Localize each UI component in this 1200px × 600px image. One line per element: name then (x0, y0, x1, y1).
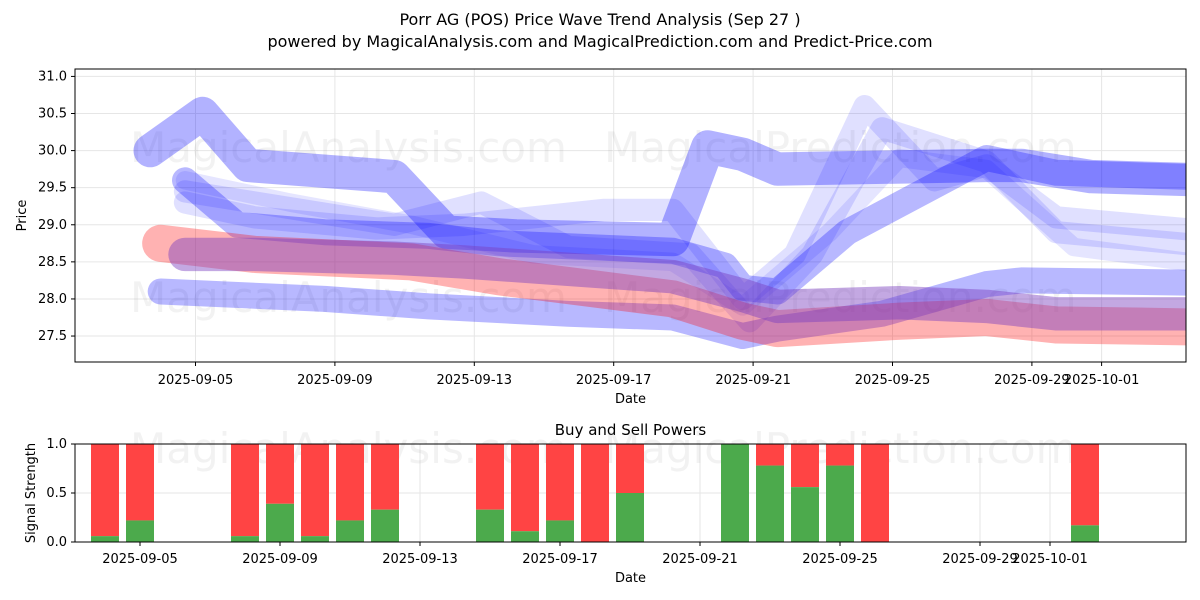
price-y-axis-label: Price (15, 200, 30, 232)
sell-power-bar (1071, 444, 1099, 526)
price-band-blue-wave-fade-1 (173, 94, 1186, 311)
price-y-tick-label: 28.5 (38, 255, 67, 270)
buy-power-bar (126, 520, 154, 542)
price-x-tick-label: 2025-10-01 (1064, 373, 1140, 388)
signal-x-tick-label: 2025-09-21 (662, 552, 738, 567)
sell-power-bar (791, 444, 819, 488)
price-x-tick-label: 2025-09-29 (994, 373, 1070, 388)
sell-power-bar (826, 444, 854, 466)
watermark-mid-left: MagicalAnalysis.com (130, 273, 567, 322)
sell-power-bar (301, 444, 329, 537)
buy-power-bar (231, 536, 259, 542)
sell-power-bar (616, 444, 644, 493)
buy-power-bar (826, 465, 854, 542)
signal-y-tick-label: 0.5 (46, 486, 67, 501)
price-x-tick-label: 2025-09-13 (437, 373, 513, 388)
buy-power-bar (791, 487, 819, 542)
sell-power-bar (581, 444, 609, 542)
buy-power-bar (756, 465, 784, 542)
chart-subtitle: powered by MagicalAnalysis.com and Magic… (267, 32, 933, 51)
sell-power-bar (371, 444, 399, 510)
sell-power-bar (266, 444, 294, 504)
signal-x-tick-label: 2025-09-29 (942, 552, 1018, 567)
sell-power-bar (756, 444, 784, 466)
price-band-blue-wave-low (147, 267, 1186, 349)
price-series-group (133, 94, 1186, 349)
signal-y-tick-label: 1.0 (46, 437, 67, 452)
signal-y-axis-label: Signal Strength (24, 443, 39, 543)
price-plot-frame (74, 68, 1187, 363)
price-band-blue-wave-fade-2 (173, 117, 1186, 333)
sell-power-bar (126, 444, 154, 521)
buy-power-bar (301, 536, 329, 542)
price-axes: 27.5 28.0 28.5 29.0 29.5 30.0 30.5 31.0 2025-09-… (38, 69, 1139, 388)
sell-power-bar (511, 444, 539, 532)
price-y-tick-label: 30.5 (38, 107, 67, 122)
buy-power-bar (336, 520, 364, 542)
buy-power-bar (371, 509, 399, 542)
price-x-axis-label: Date (615, 392, 646, 407)
signal-bars-group (91, 444, 1099, 542)
sell-power-bar (336, 444, 364, 521)
price-x-tick-label: 2025-09-21 (715, 373, 791, 388)
price-y-tick-label: 29.0 (38, 218, 67, 233)
signal-y-tick-label: 0.0 (46, 535, 67, 550)
price-y-tick-label: 30.0 (38, 144, 67, 159)
price-band-blue-wave-mid (172, 145, 1186, 305)
price-band-blue-wave-fade-3 (175, 148, 1186, 316)
signal-x-tick-label: 2025-09-05 (102, 552, 178, 567)
buy-power-bar (721, 444, 749, 542)
price-x-tick-label: 2025-09-09 (297, 373, 373, 388)
buy-power-bar (266, 503, 294, 542)
sell-power-bar (91, 444, 119, 537)
watermark-mid-right: MagicalPrediction.com (604, 273, 1077, 322)
price-band-red-wave (142, 224, 1186, 348)
sell-power-bar (231, 444, 259, 537)
buy-power-bar (1071, 525, 1099, 542)
price-y-tick-label: 29.5 (38, 181, 67, 196)
buy-power-bar (476, 509, 504, 542)
sell-power-bar (861, 444, 889, 542)
price-band-purple-wave (168, 237, 1186, 331)
watermark-top-right: MagicalPrediction.com (604, 123, 1077, 172)
watermark-top-left: MagicalAnalysis.com (130, 123, 567, 172)
signal-axes: 0.0 0.5 1.0 2025-09-05 2025-09-09 2025-09-13 2… (46, 437, 1087, 567)
price-x-tick-label: 2025-09-25 (855, 373, 931, 388)
signal-x-tick-label: 2025-09-25 (802, 552, 878, 567)
price-y-tick-label: 28.0 (38, 292, 67, 307)
sell-power-bar (476, 444, 504, 510)
sell-power-bar (546, 444, 574, 521)
buy-power-bar (511, 531, 539, 542)
signal-x-tick-label: 2025-10-01 (1012, 552, 1088, 567)
chart-title: Porr AG (POS) Price Wave Trend Analysis … (399, 10, 801, 29)
price-y-tick-label: 31.0 (38, 69, 67, 84)
price-x-tick-label: 2025-09-17 (576, 373, 652, 388)
signal-x-axis-label: Date (615, 571, 646, 586)
buy-power-bar (546, 520, 574, 542)
buy-power-bar (616, 493, 644, 542)
price-grid (75, 69, 1186, 362)
signal-x-tick-label: 2025-09-09 (242, 552, 318, 567)
signal-x-tick-label: 2025-09-13 (382, 552, 458, 567)
price-band-blue-wave-high (133, 96, 1186, 257)
price-x-tick-label: 2025-09-05 (158, 373, 234, 388)
signal-x-tick-label: 2025-09-17 (522, 552, 598, 567)
buy-power-bar (91, 536, 119, 542)
price-y-tick-label: 27.5 (38, 329, 67, 344)
signal-chart-title: Buy and Sell Powers (555, 421, 707, 439)
